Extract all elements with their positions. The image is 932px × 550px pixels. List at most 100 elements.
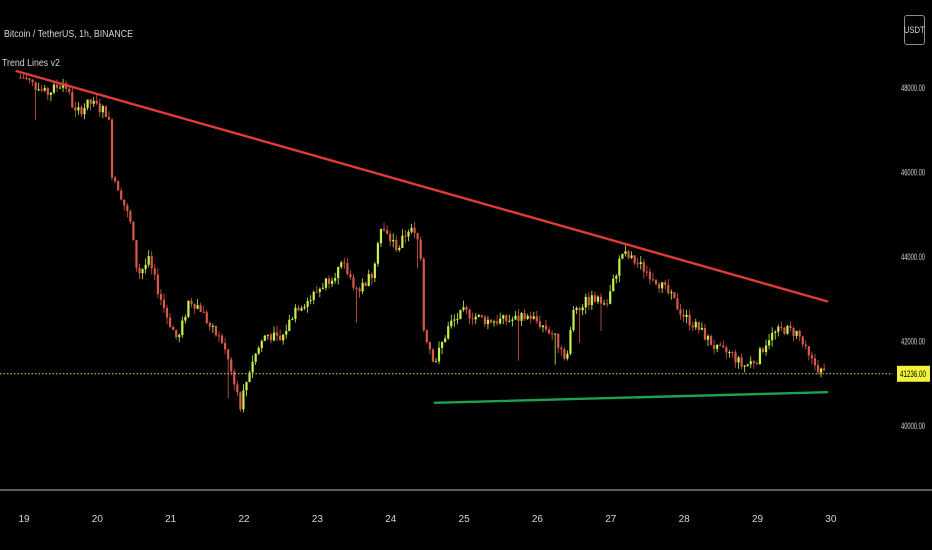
candle-body [743,365,746,367]
candle-body [740,357,743,367]
candle-body [621,253,624,259]
candle-body [132,221,135,241]
candle-body [217,335,221,337]
candle-body [777,326,780,332]
candle-body [150,256,153,269]
candle-body [257,348,260,354]
candle-body [706,335,710,340]
candle-body [780,326,783,328]
currency-button[interactable]: USDT [904,15,925,45]
candle-body [334,278,337,281]
candle-body [279,335,282,341]
candle-body [175,329,178,338]
candle-body [327,278,331,284]
candle-body [483,316,486,325]
candle-body [676,298,679,310]
candle-body [71,92,74,108]
candle-body [236,384,239,393]
x-tick-label: 27 [605,514,617,525]
candle-body [43,88,46,91]
candle-body [508,320,511,322]
candle-body [68,88,71,93]
candle-body [795,330,798,336]
candle-body [538,321,541,328]
candle-body [615,275,618,279]
candle-body [22,77,25,79]
candle-body [376,243,380,264]
candle-body [602,303,606,305]
indicator-label[interactable]: Trend Lines v2 [2,58,60,69]
candle-body [92,100,95,104]
candle-body [532,316,535,319]
candle-body [178,335,181,338]
y-tick-label: 46000.00 [901,168,925,178]
candle-body [117,181,120,191]
candle-body [584,296,587,308]
candle-body [172,326,175,330]
candle-body [395,239,398,251]
candle-body [554,333,557,335]
candle-body [771,332,774,341]
candle-body [404,235,407,237]
candle-body [523,313,526,319]
candle-body [205,312,208,324]
candle-body [425,330,428,343]
candle-body [254,353,257,362]
candle-body [633,255,636,264]
candle-body [86,99,89,108]
candle-body [373,263,376,279]
candle-body [462,307,465,310]
candle-body [126,205,129,212]
candle-body [682,314,685,317]
candle-body [709,335,713,346]
candle-body [722,345,725,348]
candle-body [688,314,691,326]
candle-body [107,117,111,120]
symbol-title[interactable]: Bitcoin / TetherUS, 1h, BINANCE [4,29,133,40]
candle-body [596,296,600,302]
candle-body [551,333,554,335]
candle-body [416,233,419,240]
candle-body [98,103,101,113]
candle-body [19,77,22,79]
candle-body [275,332,279,336]
candle-body [120,190,123,200]
candle-body [505,315,508,322]
candle-body [340,262,343,268]
candle-body [62,83,65,88]
x-tick-label: 26 [532,514,544,525]
candle-body [492,321,496,323]
candle-body [557,333,560,348]
candle-body [566,353,569,359]
candle-body [606,303,609,305]
candle-body [190,300,193,304]
candle-body [694,321,697,328]
candle-body [214,326,218,336]
resistance-trend-line [15,69,829,303]
candle-body [352,277,355,288]
candle-body [95,100,98,104]
candle-body [758,348,762,365]
candle-body [590,295,593,306]
candle-body [725,347,728,353]
candle-body [716,344,719,349]
candle-body [489,319,493,323]
candle-body [153,268,156,275]
candle-body [187,300,190,317]
candle-body [355,287,358,289]
candle-body [239,392,242,410]
candle-body [651,279,655,281]
candle-body [422,258,425,331]
candle-body [263,335,266,341]
candle-body [364,282,367,287]
candle-body [181,320,184,336]
candle-body [581,307,584,311]
candle-body [768,340,771,346]
candle-body [269,334,273,341]
candle-body [474,316,477,320]
candle-body [224,343,227,350]
candle-body [801,336,804,345]
candle-body [129,211,132,222]
